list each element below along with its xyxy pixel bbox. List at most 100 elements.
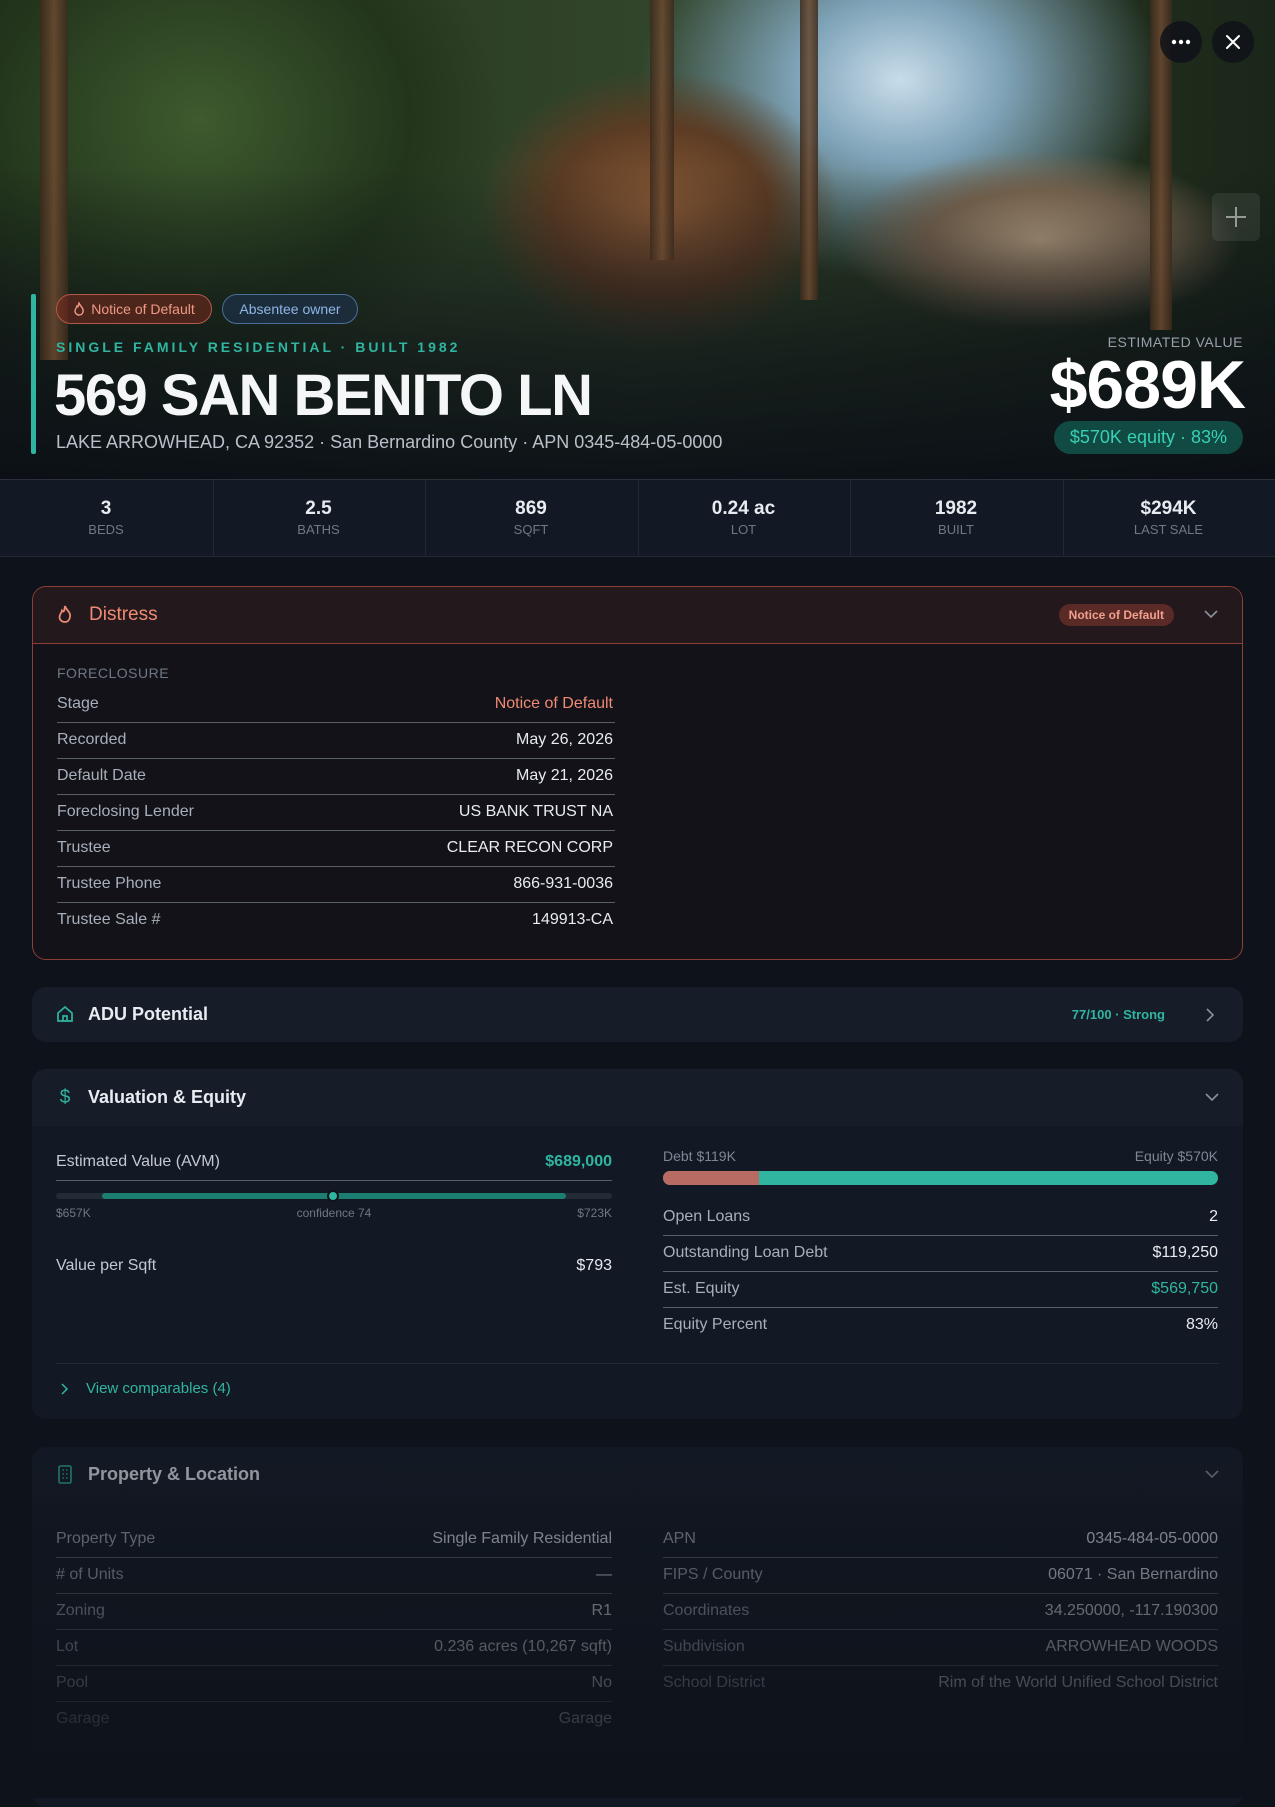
row-value: Garage [558, 1710, 612, 1727]
distress-badge: Notice of Default [56, 294, 212, 324]
row-divider [56, 1629, 612, 1630]
card-title: ADU Potential [88, 1004, 209, 1024]
chevron-down [1205, 1093, 1219, 1102]
stat-label: BEDS [88, 522, 124, 537]
card-title: Distress [89, 604, 158, 625]
stat-divider [212, 480, 214, 555]
adu-card[interactable]: ADU Potential 77/100 · Strong [32, 987, 1243, 1042]
close-icon [1226, 35, 1240, 49]
stat-label: BATHS [297, 522, 340, 537]
row-value: — [596, 1566, 612, 1583]
row-value: Single Family Residential [432, 1530, 612, 1547]
row-label: Value per Sqft [56, 1257, 157, 1274]
zoom-in-button[interactable] [1212, 193, 1260, 241]
stat-divider [850, 480, 851, 555]
comparables-link[interactable]: View comparables (4) [86, 1380, 231, 1397]
property-card: Property & Location Property Type Single … [32, 1447, 1243, 1807]
equity-pill: $570K equity · 83% [1053, 421, 1243, 454]
tree [650, 0, 674, 260]
row-value: 34.250000, -117.190300 [1044, 1602, 1218, 1619]
row-divider [56, 1180, 612, 1181]
svg-text:$: $ [60, 1087, 71, 1107]
card-title: Property & Location [88, 1464, 261, 1484]
equity-bar [663, 1171, 1218, 1185]
row-label: Trustee Phone [57, 875, 162, 892]
valuation-header[interactable]: $ Valuation & Equity [32, 1069, 1243, 1126]
row-label: Default Date [57, 767, 146, 784]
row-label: Recorded [57, 731, 127, 748]
row-label: Trustee Sale # [57, 911, 161, 928]
row-value: May 21, 2026 [516, 767, 613, 784]
distress-header[interactable]: Distress Notice of Default [33, 587, 1242, 644]
row-label: Coordinates [663, 1602, 750, 1619]
row-divider [57, 758, 615, 759]
more-button[interactable] [1160, 21, 1202, 63]
equity-label: Equity $570K [1134, 1148, 1218, 1164]
row-divider [663, 1307, 1218, 1308]
row-label: Subdivision [663, 1638, 745, 1655]
stat-label: LOT [730, 522, 757, 537]
stat-divider [425, 480, 426, 555]
tree [1150, 0, 1172, 330]
estimated-value-label: ESTIMATED VALUE [1107, 334, 1243, 350]
badge-text: Absentee owner [239, 301, 341, 317]
row-value: $569,750 [1151, 1280, 1218, 1297]
row-label: Stage [57, 695, 99, 712]
row-value: Rim of the World Unified School District [938, 1674, 1218, 1691]
row-label: Property Type [56, 1530, 156, 1547]
estimate-marker [327, 1190, 339, 1202]
property-header[interactable]: Property & Location [32, 1447, 1243, 1503]
range-low: $657K [56, 1206, 91, 1220]
flame-icon [74, 302, 85, 316]
row-value: US BANK TRUST NA [458, 803, 613, 820]
row-divider [56, 1593, 612, 1594]
property-address-title: 569 SAN BENITO LN [54, 363, 593, 428]
row-label: APN [663, 1530, 696, 1547]
row-value: 83% [1185, 1316, 1218, 1333]
row-label: Equity Percent [663, 1316, 768, 1333]
row-label: School District [663, 1674, 766, 1691]
row-value: CLEAR RECON CORP [446, 839, 613, 856]
stat-value: 2.5 [305, 498, 332, 519]
stat-divider [1062, 480, 1064, 555]
badge-text: Notice of Default [91, 301, 195, 317]
row-divider [56, 1557, 612, 1558]
row-label: Pool [56, 1674, 89, 1691]
chevron-down [1205, 1470, 1219, 1479]
adu-score: 77/100 · Strong [1071, 1007, 1165, 1022]
row-value: 149913-CA [532, 911, 613, 928]
distress-card: Distress Notice of Default FORECLOSURE S… [32, 586, 1243, 960]
row-label: Garage [56, 1710, 110, 1727]
stat-label: BUILT [938, 522, 974, 537]
row-divider [57, 794, 615, 795]
hero-photo [0, 0, 1275, 479]
stat-value: $294K [1140, 498, 1197, 519]
range-confidence: confidence 74 [296, 1206, 372, 1220]
divider [56, 1363, 1219, 1364]
stat-divider [637, 480, 639, 555]
owner-badge: Absentee owner [222, 294, 358, 324]
flame-icon [58, 605, 72, 623]
chevron-down [1204, 610, 1218, 619]
stat-value: 869 [515, 498, 547, 519]
tree [800, 0, 818, 300]
property-subtitle: SINGLE FAMILY RESIDENTIAL · BUILT 1982 [56, 339, 461, 355]
row-label: Lot [56, 1638, 79, 1655]
row-value: 0.236 acres (10,267 sqft) [434, 1638, 612, 1655]
row-label: Foreclosing Lender [57, 803, 194, 820]
row-value: $689,000 [545, 1153, 612, 1170]
row-value: May 26, 2026 [516, 731, 613, 748]
accent-bar [31, 294, 36, 454]
close-button[interactable] [1212, 21, 1254, 63]
row-value: $793 [576, 1257, 612, 1274]
row-label: Open Loans [663, 1208, 751, 1225]
row-divider [663, 1557, 1218, 1558]
row-divider [663, 1593, 1218, 1594]
row-value: R1 [591, 1602, 612, 1619]
row-value: 866-931-0036 [513, 875, 613, 892]
property-location: LAKE ARROWHEAD, CA 92352 · San Bernardin… [56, 432, 723, 452]
debt-bar [663, 1171, 759, 1185]
dollar-icon: $ [60, 1087, 71, 1107]
range-high: $723K [577, 1206, 612, 1220]
